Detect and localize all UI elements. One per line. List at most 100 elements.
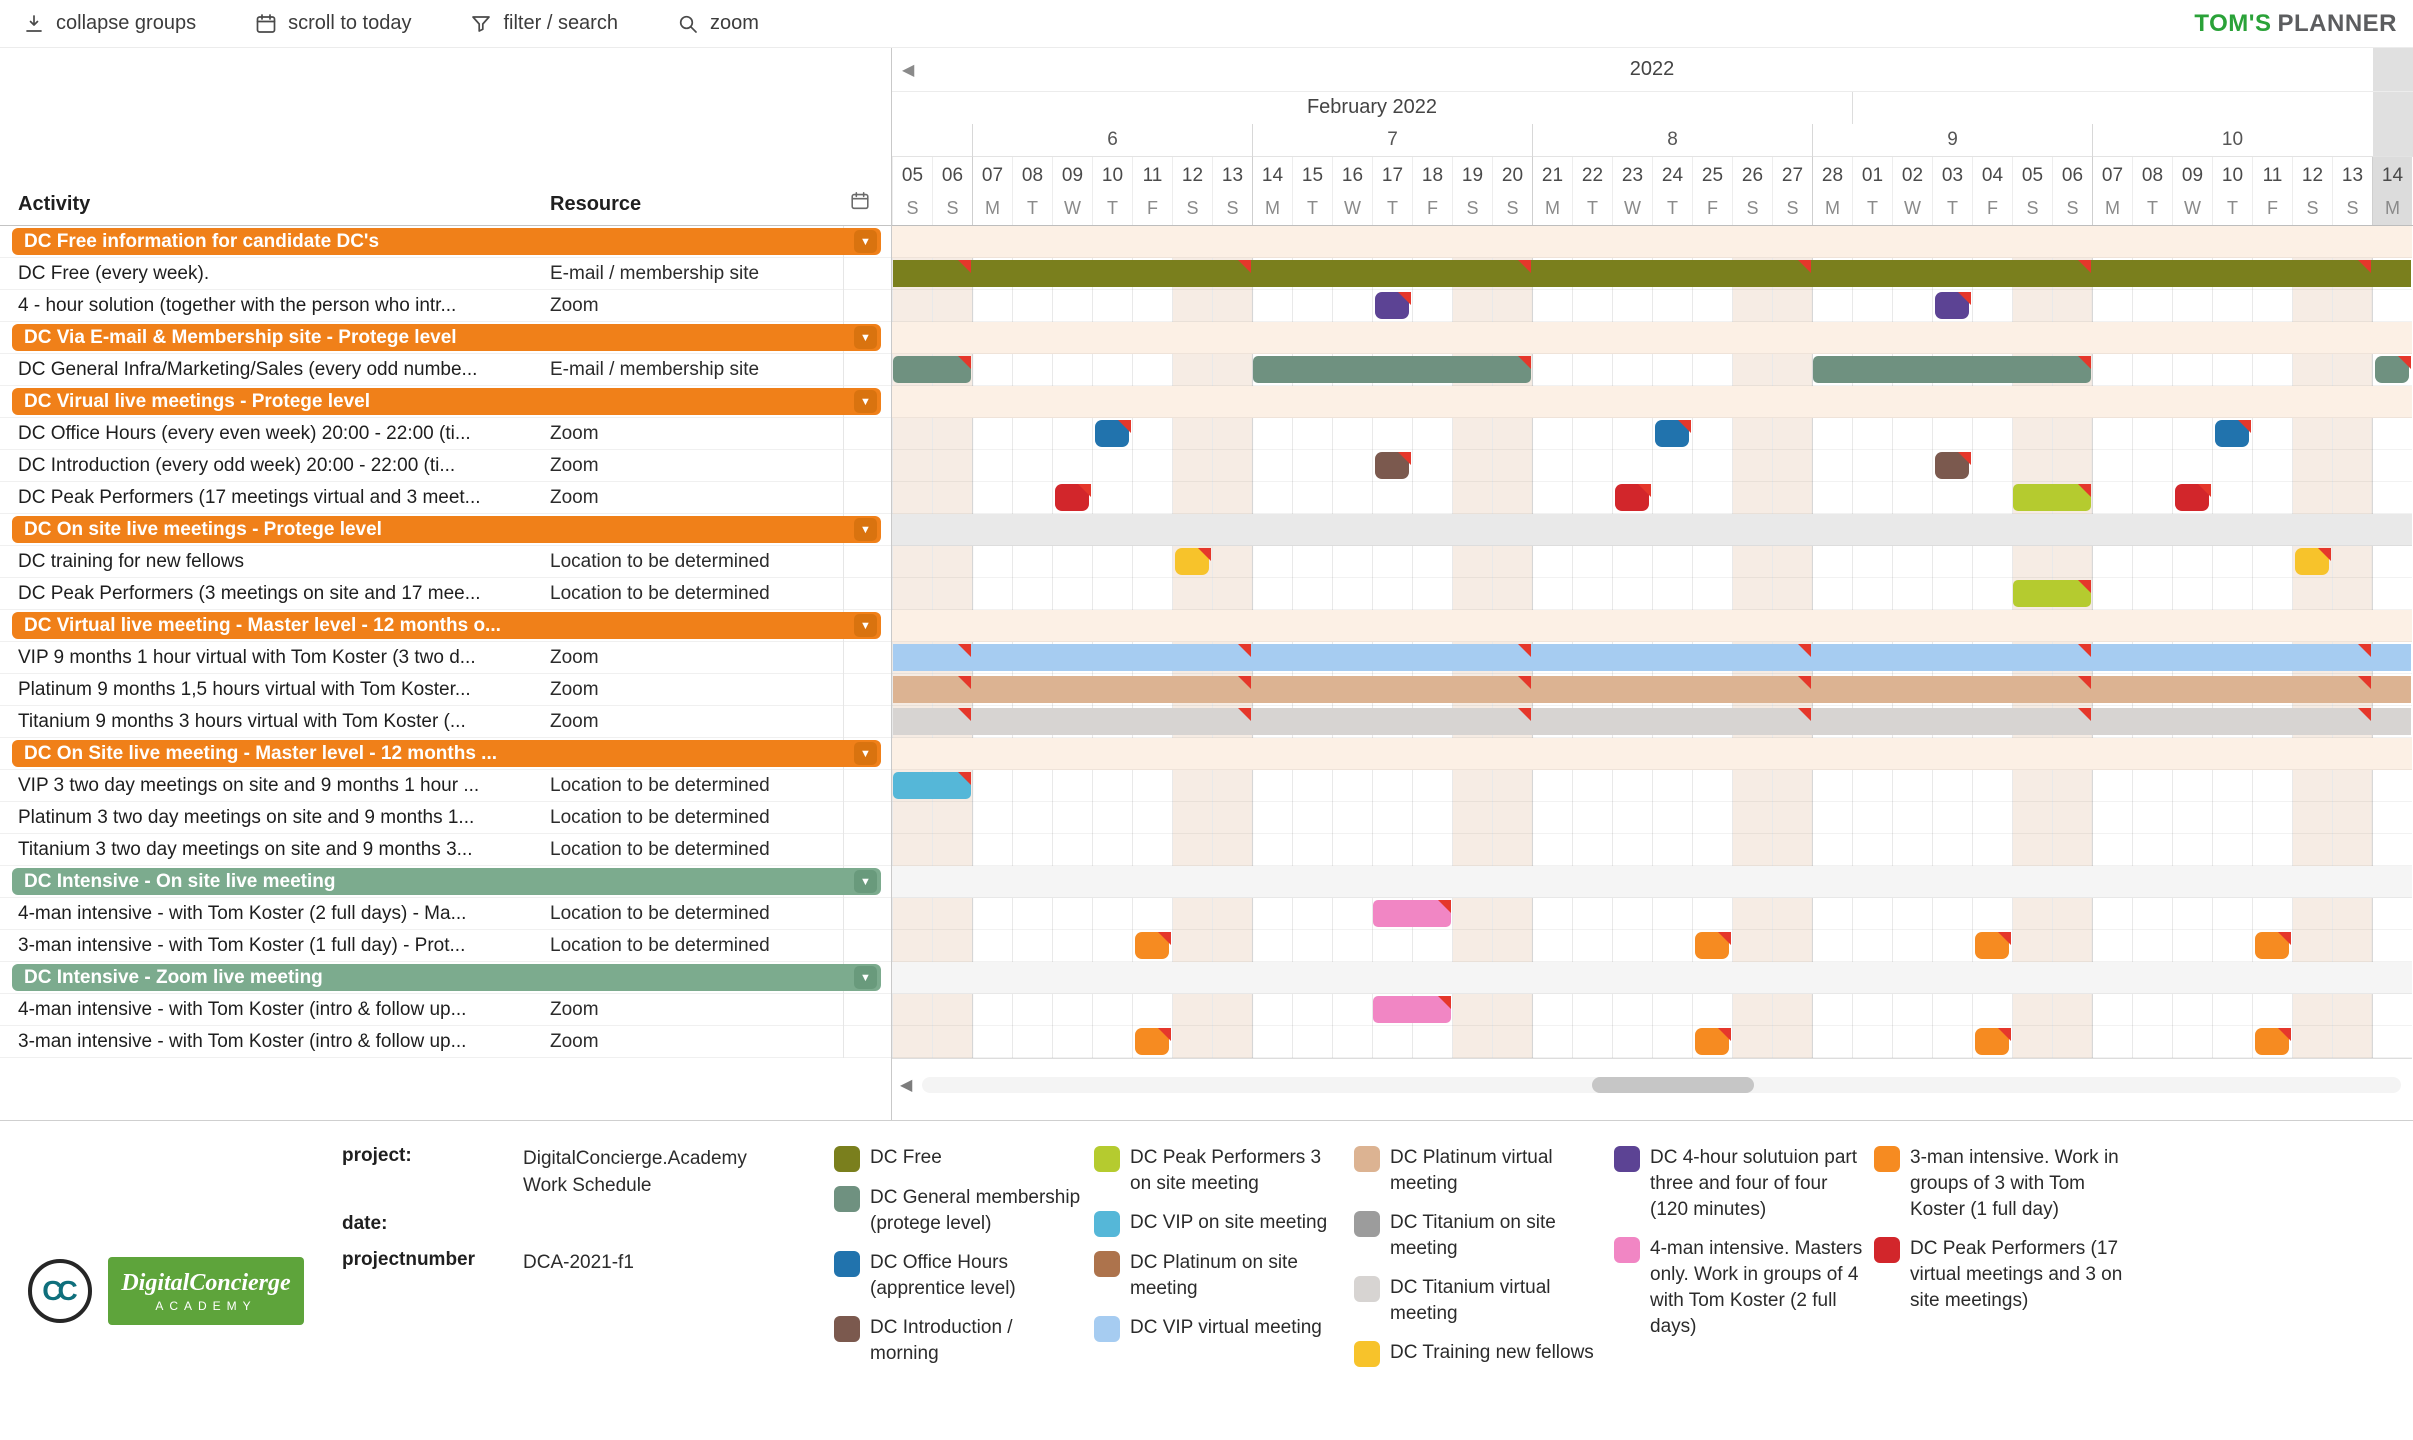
- activity-cell[interactable]: DC Free (every week).: [18, 263, 210, 284]
- activity-cell[interactable]: 3-man intensive - with Tom Koster (1 ful…: [18, 935, 466, 956]
- scroll-left-icon[interactable]: ◀: [902, 62, 915, 79]
- activity-cell[interactable]: DC General Infra/Marketing/Sales (every …: [18, 359, 478, 380]
- gantt-bar[interactable]: [1813, 356, 2091, 383]
- comment-flag-icon: [1718, 1028, 1731, 1041]
- zoom-button[interactable]: zoom: [676, 12, 759, 36]
- comment-flag-icon: [958, 676, 971, 689]
- group-header-bar[interactable]: DC Intensive - Zoom live meeting ▼: [12, 964, 881, 991]
- legend-item: DC Platinum virtual meeting: [1354, 1145, 1606, 1197]
- group-header-bar[interactable]: DC Free information for candidate DC's ▼: [12, 228, 881, 255]
- gantt-bar[interactable]: [1253, 356, 1531, 383]
- date-cell: 10: [1092, 157, 1132, 193]
- legend-swatch: [1354, 1211, 1380, 1237]
- comment-flag-icon: [2078, 708, 2091, 721]
- resource-cell[interactable]: Zoom: [550, 647, 599, 668]
- chevron-down-icon[interactable]: ▼: [854, 518, 877, 541]
- group-title: DC Intensive - Zoom live meeting: [24, 966, 323, 988]
- legend-label: DC Peak Performers (17 virtual meetings …: [1910, 1238, 2123, 1311]
- dow-cell: S: [1172, 193, 1212, 225]
- resource-cell[interactable]: E-mail / membership site: [550, 359, 760, 380]
- resource-cell[interactable]: Zoom: [550, 711, 599, 732]
- banner-line2: ACADEMY: [155, 1298, 257, 1313]
- project-info: project: DigitalConcierge.Academy Work S…: [342, 1145, 778, 1290]
- academy-roundel-logo: CC: [28, 1259, 92, 1323]
- resource-cell[interactable]: Location to be determined: [550, 583, 770, 604]
- group-header-bar[interactable]: DC Via E-mail & Membership site - Proteg…: [12, 324, 881, 351]
- activity-cell[interactable]: Platinum 3 two day meetings on site and …: [18, 807, 475, 828]
- activity-cell[interactable]: VIP 3 two day meetings on site and 9 mon…: [18, 775, 480, 796]
- activity-cell[interactable]: DC Introduction (every odd week) 20:00 -…: [18, 455, 456, 476]
- activity-cell[interactable]: Titanium 9 months 3 hours virtual with T…: [18, 711, 466, 732]
- task-row: DC Office Hours (every even week) 20:00 …: [0, 418, 891, 450]
- project-value: DigitalConcierge.Academy Work Schedule: [523, 1148, 747, 1196]
- resource-cell[interactable]: Location to be determined: [550, 807, 770, 828]
- activity-cell[interactable]: 4-man intensive - with Tom Koster (intro…: [18, 999, 467, 1020]
- resource-cell[interactable]: Zoom: [550, 487, 599, 508]
- activity-cell[interactable]: VIP 9 months 1 hour virtual with Tom Kos…: [18, 647, 476, 668]
- horizontal-scrollbar-track[interactable]: [922, 1077, 2401, 1093]
- filter-search-button[interactable]: filter / search: [469, 12, 618, 36]
- chevron-down-icon[interactable]: ▼: [854, 966, 877, 989]
- activity-cell[interactable]: 4-man intensive - with Tom Koster (2 ful…: [18, 903, 467, 924]
- group-header-bar[interactable]: DC On Site live meeting - Master level -…: [12, 740, 881, 767]
- task-row: DC training for new fellows Location to b…: [0, 546, 891, 578]
- scroll-to-today-button[interactable]: scroll to today: [254, 12, 411, 36]
- chevron-down-icon[interactable]: ▼: [854, 870, 877, 893]
- date-cell: 14: [1252, 157, 1292, 193]
- chevron-down-icon[interactable]: ▼: [854, 230, 877, 253]
- calendar-icon[interactable]: [849, 190, 871, 217]
- activity-cell[interactable]: 4 - hour solution (together with the per…: [18, 295, 457, 316]
- activity-cell[interactable]: 3-man intensive - with Tom Koster (intro…: [18, 1031, 467, 1052]
- filter-search-icon: [469, 12, 493, 36]
- group-header-bar[interactable]: DC Virual live meetings - Protege level ▼: [12, 388, 881, 415]
- date-cell: 23: [1612, 157, 1652, 193]
- group-header-bar[interactable]: DC On site live meetings - Protege level…: [12, 516, 881, 543]
- group-row: DC Virtual live meeting - Master level -…: [0, 610, 891, 642]
- collapse-groups-label: collapse groups: [56, 12, 197, 34]
- dow-cell: W: [1052, 193, 1092, 225]
- legend-item: DC Training new fellows: [1354, 1340, 1606, 1367]
- resource-cell[interactable]: Location to be determined: [550, 839, 770, 860]
- scrollbar-left-arrow-icon[interactable]: ◀: [900, 1077, 913, 1094]
- week-row: 6 7 8 9 10: [892, 124, 2413, 157]
- dow-cell: T: [1012, 193, 1052, 225]
- resource-cell[interactable]: Location to be determined: [550, 775, 770, 796]
- resource-cell[interactable]: Zoom: [550, 423, 599, 444]
- resource-cell[interactable]: Zoom: [550, 999, 599, 1020]
- gantt-bar[interactable]: [893, 260, 2411, 287]
- collapse-groups-button[interactable]: collapse groups: [22, 12, 196, 36]
- activity-column-header: Activity: [18, 193, 91, 215]
- activity-cell[interactable]: DC training for new fellows: [18, 551, 244, 572]
- resource-cell[interactable]: Zoom: [550, 679, 599, 700]
- filter-search-label: filter / search: [503, 12, 618, 34]
- legend-swatch: [1874, 1146, 1900, 1172]
- activity-cell[interactable]: DC Peak Performers (17 meetings virtual …: [18, 487, 481, 508]
- comment-flag-icon: [1678, 420, 1691, 433]
- resource-cell[interactable]: Zoom: [550, 295, 599, 316]
- chevron-down-icon[interactable]: ▼: [854, 614, 877, 637]
- chevron-down-icon[interactable]: ▼: [854, 326, 877, 349]
- resource-cell[interactable]: Location to be determined: [550, 903, 770, 924]
- chevron-down-icon[interactable]: ▼: [854, 390, 877, 413]
- date-cell: 19: [1452, 157, 1492, 193]
- resource-cell[interactable]: Zoom: [550, 1031, 599, 1052]
- gantt-bar[interactable]: [893, 644, 2411, 671]
- group-header-bar[interactable]: DC Virtual live meeting - Master level -…: [12, 612, 881, 639]
- timeline-row: [892, 386, 2412, 418]
- activity-cell[interactable]: DC Office Hours (every even week) 20:00 …: [18, 423, 471, 444]
- activity-cell[interactable]: Platinum 9 months 1,5 hours virtual with…: [18, 679, 471, 700]
- activity-cell[interactable]: Titanium 3 two day meetings on site and …: [18, 839, 473, 860]
- resource-cell[interactable]: E-mail / membership site: [550, 263, 760, 284]
- gantt-bar[interactable]: [893, 676, 2411, 703]
- chevron-down-icon[interactable]: ▼: [854, 742, 877, 765]
- resource-cell[interactable]: Zoom: [550, 455, 599, 476]
- date-cell: 02: [1892, 157, 1932, 193]
- gantt-bar[interactable]: [893, 708, 2411, 735]
- resource-cell[interactable]: Location to be determined: [550, 935, 770, 956]
- activity-cell[interactable]: DC Peak Performers (3 meetings on site a…: [18, 583, 481, 604]
- group-header-bar[interactable]: DC Intensive - On site live meeting ▼: [12, 868, 881, 895]
- date-cell: 22: [1572, 157, 1612, 193]
- horizontal-scrollbar-thumb[interactable]: [1592, 1077, 1754, 1093]
- dow-cell: S: [1212, 193, 1252, 225]
- resource-cell[interactable]: Location to be determined: [550, 551, 770, 572]
